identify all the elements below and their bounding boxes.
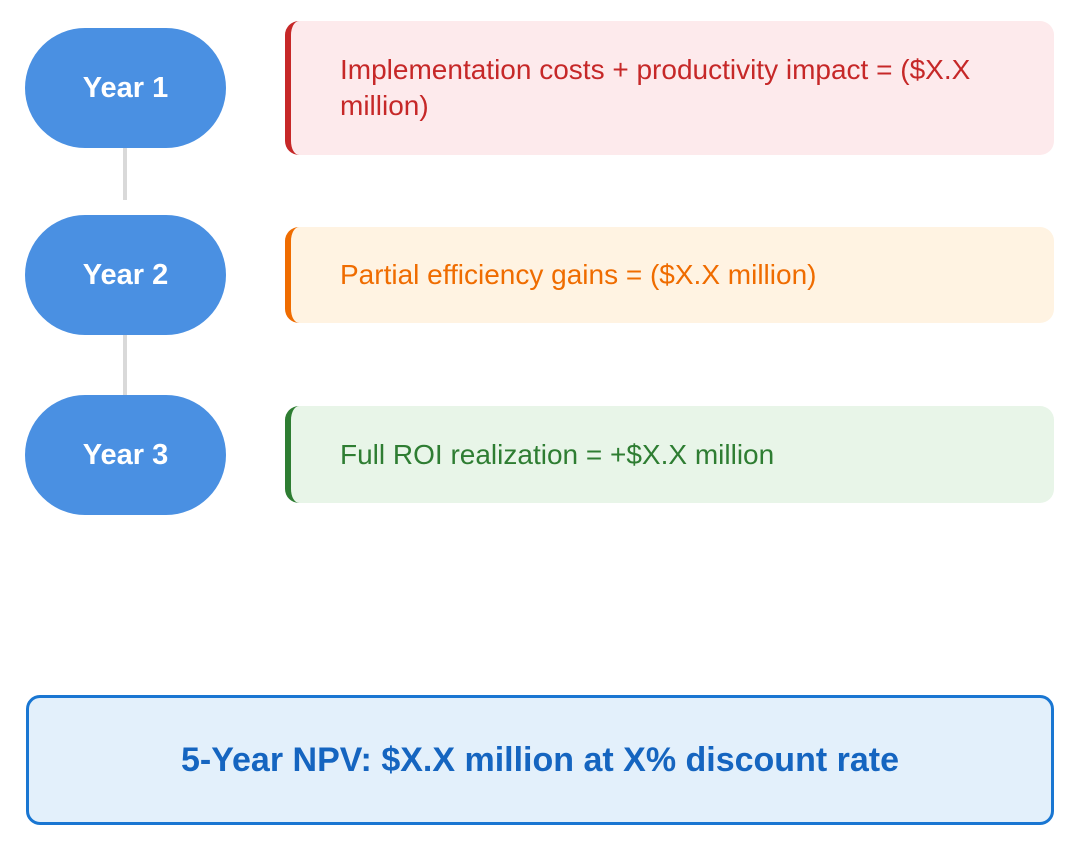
year-1-description: Implementation costs + productivity impa…	[340, 54, 971, 121]
year-3-description: Full ROI realization = +$X.X million	[340, 438, 775, 470]
year-2-pill: Year 2	[25, 215, 226, 335]
year-1-card: Implementation costs + productivity impa…	[285, 21, 1054, 155]
year-2-card: Partial efficiency gains = ($X.X million…	[285, 227, 1054, 323]
timeline-connector-1-2	[123, 142, 127, 200]
year-3-pill: Year 3	[25, 395, 226, 515]
year-3-card: Full ROI realization = +$X.X million	[285, 406, 1054, 503]
npv-summary-text: 5-Year NPV: $X.X million at X% discount …	[180, 740, 899, 779]
year-2-description: Partial efficiency gains = ($X.X million…	[340, 259, 817, 290]
timeline-connector-2-3	[123, 334, 127, 396]
npv-summary-box: 5-Year NPV: $X.X million at X% discount …	[26, 695, 1054, 825]
year-1-pill: Year 1	[25, 28, 226, 148]
